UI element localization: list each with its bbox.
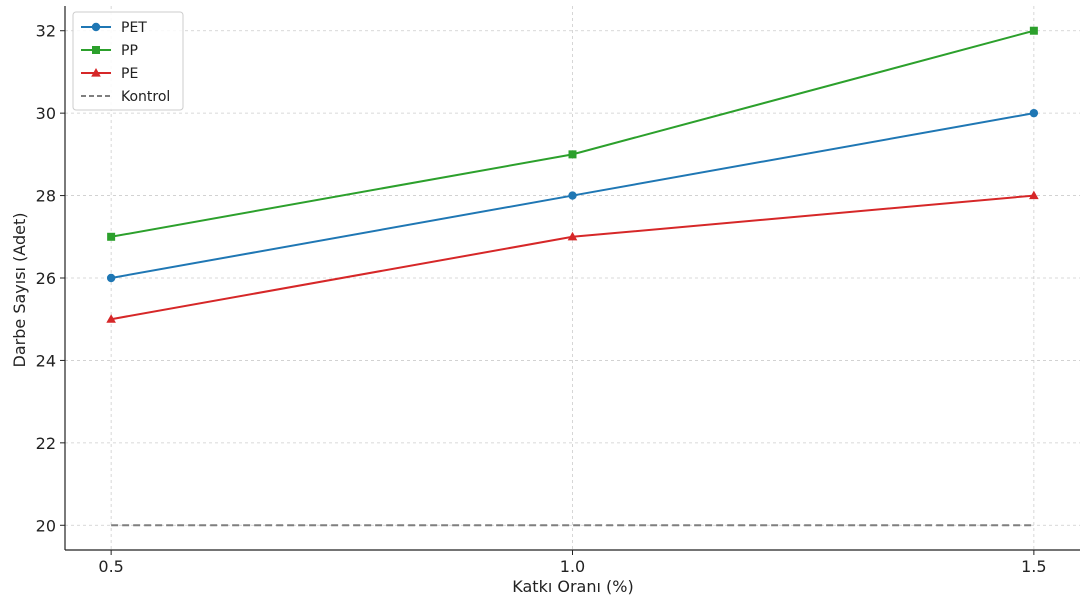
legend-label-pet: PET — [121, 20, 147, 36]
x-tick-label: 1.0 — [560, 557, 585, 576]
legend-label-pp: PP — [121, 43, 138, 59]
x-tick-label: 1.5 — [1021, 557, 1046, 576]
data-point-pp — [1029, 26, 1038, 35]
y-axis-title: Darbe Sayısı (Adet) — [10, 213, 29, 368]
legend: PET PP PE Kontrol — [72, 11, 184, 111]
data-point-pp — [568, 150, 577, 159]
legend-item-pe: PE — [81, 66, 138, 82]
y-tick-label: 28 — [36, 187, 56, 206]
legend-item-pet: PET — [81, 20, 147, 36]
series-layer — [106, 26, 1039, 527]
legend-marker-pet — [91, 22, 101, 32]
legend-label-pe: PE — [121, 66, 138, 82]
data-point-pe — [1029, 190, 1039, 200]
y-tick-label: 30 — [36, 104, 56, 123]
x-tick-label: 0.5 — [98, 557, 123, 576]
legend-label-kontrol: Kontrol — [121, 89, 170, 105]
data-point-pe — [106, 314, 116, 323]
y-tick-label: 24 — [36, 351, 56, 370]
data-point-pet — [106, 273, 116, 283]
legend-box — [72, 11, 184, 111]
series-pe — [106, 190, 1039, 323]
data-point-pet — [1029, 108, 1039, 118]
y-tick-label: 26 — [36, 269, 56, 288]
data-point-pp — [107, 232, 116, 241]
y-tick-label: 20 — [36, 516, 56, 535]
y-tick-label: 32 — [36, 22, 56, 41]
series-pet — [106, 108, 1039, 283]
data-point-pet — [568, 191, 577, 200]
legend-item-kontrol: Kontrol — [81, 89, 170, 105]
axes — [60, 6, 1080, 555]
x-axis-title: Katkı Oranı (%) — [512, 577, 633, 596]
data-point-pe — [567, 231, 578, 241]
series-pp — [107, 26, 1038, 241]
grid-lines — [65, 6, 1080, 550]
legend-marker-pp — [92, 46, 100, 54]
tick-labels: 20 22 24 26 28 30 32 0.5 1.0 1.5 — [36, 22, 1047, 576]
legend-item-pp: PP — [81, 43, 138, 59]
legend-marker-pe — [91, 68, 101, 77]
y-tick-label: 22 — [36, 434, 56, 453]
